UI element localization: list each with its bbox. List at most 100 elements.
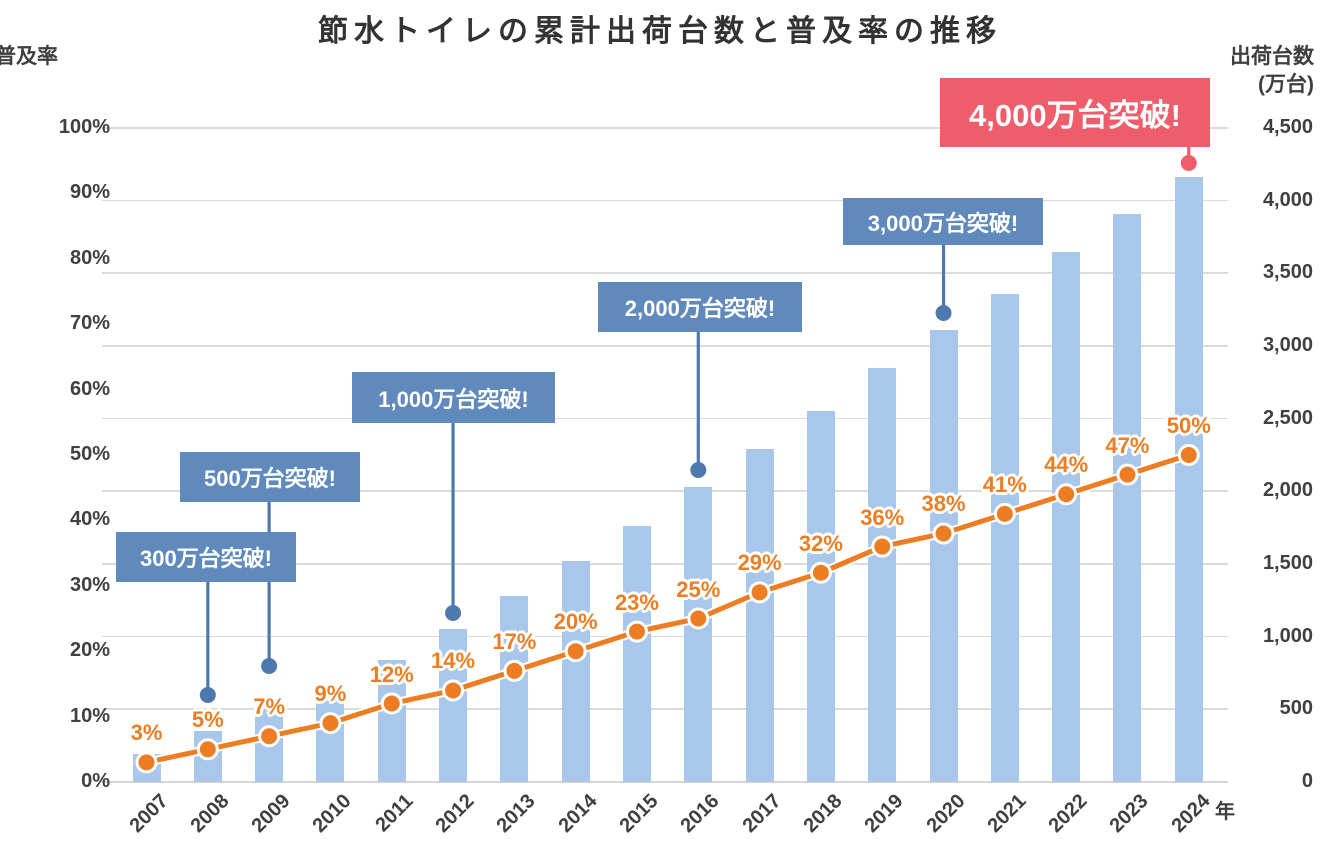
pct-label-2020: 38% xyxy=(921,491,966,517)
pct-label-2021: 41% xyxy=(982,471,1027,497)
left-axis-tick: 10% xyxy=(69,704,110,727)
callout-2009: 500万台突破! xyxy=(180,452,360,502)
bar-2016 xyxy=(684,486,713,782)
marker-2021 xyxy=(993,502,1016,525)
bar-2014 xyxy=(561,561,590,782)
marker-2024 xyxy=(1177,444,1200,466)
left-axis-tick: 90% xyxy=(69,181,110,204)
x-axis-unit: 年 xyxy=(1215,801,1235,823)
left-axis-tick: 20% xyxy=(69,639,110,662)
callout-2020: 3,000万台突破! xyxy=(843,198,1043,245)
bar-2024 xyxy=(1174,177,1203,782)
pct-label-2008: 5% xyxy=(191,707,224,733)
right-axis-tick: 1,000 xyxy=(1262,624,1313,647)
left-axis-tick: 100% xyxy=(58,116,110,138)
right-axis-tick: 2,500 xyxy=(1262,406,1313,429)
gridline xyxy=(102,417,1228,420)
pct-label-2014: 20% xyxy=(553,609,598,635)
right-axis-tick: 0 xyxy=(1301,770,1313,792)
pct-label-2017: 29% xyxy=(737,550,782,576)
bar-2015 xyxy=(622,526,651,782)
bar-2010 xyxy=(316,687,345,782)
pct-label-2007: 3% xyxy=(130,720,163,746)
right-axis-tick: 1,500 xyxy=(1262,552,1313,574)
marker-2010 xyxy=(319,712,342,735)
left-axis-tick: 30% xyxy=(69,573,110,596)
bar-2013 xyxy=(500,595,529,782)
pct-label-2019: 36% xyxy=(860,504,905,530)
gridline xyxy=(102,345,1228,347)
marker-2015 xyxy=(625,620,648,643)
pct-label-2011: 12% xyxy=(369,661,414,687)
right-axis-tick: 4,500 xyxy=(1262,116,1313,138)
callout-2024: 4,000万台突破! xyxy=(940,78,1210,147)
callout-2012: 1,000万台突破! xyxy=(352,372,555,423)
left-axis-tick: 40% xyxy=(69,508,110,531)
marker-2023 xyxy=(1116,463,1139,486)
left-axis-tick: 70% xyxy=(69,312,110,335)
gridline xyxy=(102,272,1228,274)
marker-2018 xyxy=(809,561,832,584)
pct-label-2016: 25% xyxy=(676,576,721,602)
pct-label-2012: 14% xyxy=(431,648,476,674)
marker-2020 xyxy=(932,522,955,545)
callout-dot-2012 xyxy=(445,605,462,621)
marker-2011 xyxy=(380,692,403,715)
pct-label-2022: 44% xyxy=(1044,452,1089,478)
callout-2008: 300万台突破! xyxy=(116,532,296,582)
bar-2018 xyxy=(806,411,835,782)
bar-2020 xyxy=(929,330,958,782)
left-axis-title: 普及率 xyxy=(0,45,58,68)
gridline xyxy=(102,635,1228,638)
bar-2019 xyxy=(868,367,897,782)
right-axis-tick: 2,000 xyxy=(1262,479,1313,502)
left-axis-tick: 80% xyxy=(69,246,110,269)
pct-label-2018: 32% xyxy=(798,530,843,556)
bar-2021 xyxy=(990,293,1019,782)
callout-dot-2008 xyxy=(199,687,216,703)
pct-label-2010: 9% xyxy=(314,681,347,707)
marker-2007 xyxy=(135,751,158,774)
gridline xyxy=(102,708,1228,710)
gridline xyxy=(102,563,1228,565)
pct-label-2023: 47% xyxy=(1105,432,1150,458)
right-axis-unit: (万台) xyxy=(1258,73,1314,96)
callout-dot-2020 xyxy=(935,305,952,321)
gridline xyxy=(102,127,1228,129)
callout-dot-2016 xyxy=(690,462,707,478)
pct-label-2013: 17% xyxy=(492,628,537,654)
marker-2013 xyxy=(503,659,526,682)
callout-dot-2009 xyxy=(261,658,278,674)
left-axis-tick: 60% xyxy=(69,377,110,400)
gridline xyxy=(102,490,1228,492)
pct-label-2015: 23% xyxy=(614,589,659,615)
left-axis-tick: 0% xyxy=(81,770,110,792)
right-axis-tick: 500 xyxy=(1279,697,1313,720)
bar-2022 xyxy=(1052,251,1081,782)
right-axis-tick: 4,000 xyxy=(1262,188,1313,211)
chart-title: 節水トイレの累計出荷台数と普及率の推移 xyxy=(318,15,1002,48)
gridline xyxy=(102,199,1228,202)
marker-2012 xyxy=(442,679,465,702)
right-axis-tick: 3,000 xyxy=(1262,334,1313,356)
right-axis-tick: 3,500 xyxy=(1262,261,1313,284)
marker-2009 xyxy=(258,725,281,748)
marker-2022 xyxy=(1055,483,1078,506)
marker-2014 xyxy=(564,640,587,663)
marker-2008 xyxy=(196,738,219,761)
bar-2012 xyxy=(439,629,468,782)
marker-2017 xyxy=(748,581,771,604)
bar-2017 xyxy=(745,449,774,782)
pct-label-2009: 7% xyxy=(253,694,285,720)
pct-label-2024: 50% xyxy=(1166,413,1211,438)
bar-2023 xyxy=(1113,213,1142,782)
left-axis-tick: 50% xyxy=(69,443,110,465)
callout-dot-2024 xyxy=(1180,155,1197,171)
callout-2016: 2,000万台突破! xyxy=(598,282,802,332)
x-axis-line xyxy=(102,781,1228,783)
bar-2011 xyxy=(377,659,406,782)
